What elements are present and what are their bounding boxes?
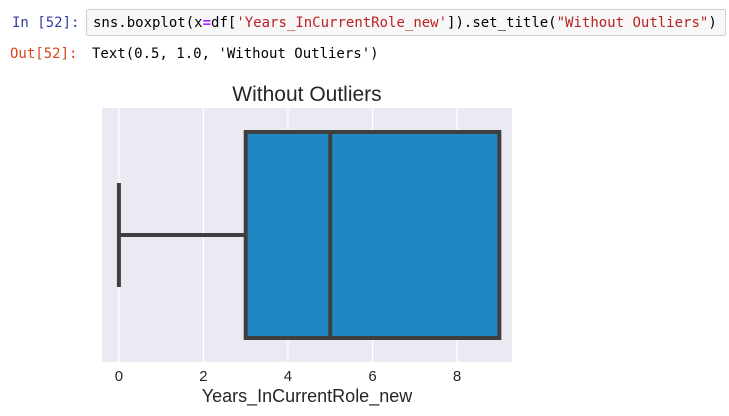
code-equals: =: [202, 15, 212, 31]
x-axis-label: Years_InCurrentRole_new: [202, 386, 413, 407]
output-text: Text(0.5, 1.0, 'Without Outliers'): [92, 46, 379, 62]
code-call: ]).set_title(: [447, 15, 557, 31]
code-func: sns.boxplot(x: [93, 15, 203, 31]
iqr-box: [243, 130, 502, 340]
output-prompt: Out[52]:: [10, 46, 78, 62]
x-tick-label-6: 6: [368, 368, 376, 385]
boxplot-figure: Without Outliers 0 2 4 6 8 Years_InCurrentRole…: [96, 80, 526, 410]
code-df: df[: [211, 15, 237, 31]
x-tick-label-0: 0: [115, 368, 123, 385]
x-tick-label-8: 8: [453, 368, 461, 385]
code-column-string: 'Years_InCurrentRole_new': [236, 15, 448, 31]
code-close: ): [708, 15, 717, 31]
x-tick-label-4: 4: [284, 368, 292, 385]
code-title-string: "Without Outliers": [556, 15, 709, 31]
x-tick-label-2: 2: [199, 368, 207, 385]
code-input-cell[interactable]: sns.boxplot(x=df['Years_InCurrentRole_ne…: [86, 9, 726, 36]
boxplot-chart: Without Outliers 0 2 4 6 8 Years_InCurrentRole…: [102, 83, 512, 407]
input-prompt: In [52]:: [12, 15, 80, 31]
chart-title: Without Outliers: [232, 83, 381, 106]
